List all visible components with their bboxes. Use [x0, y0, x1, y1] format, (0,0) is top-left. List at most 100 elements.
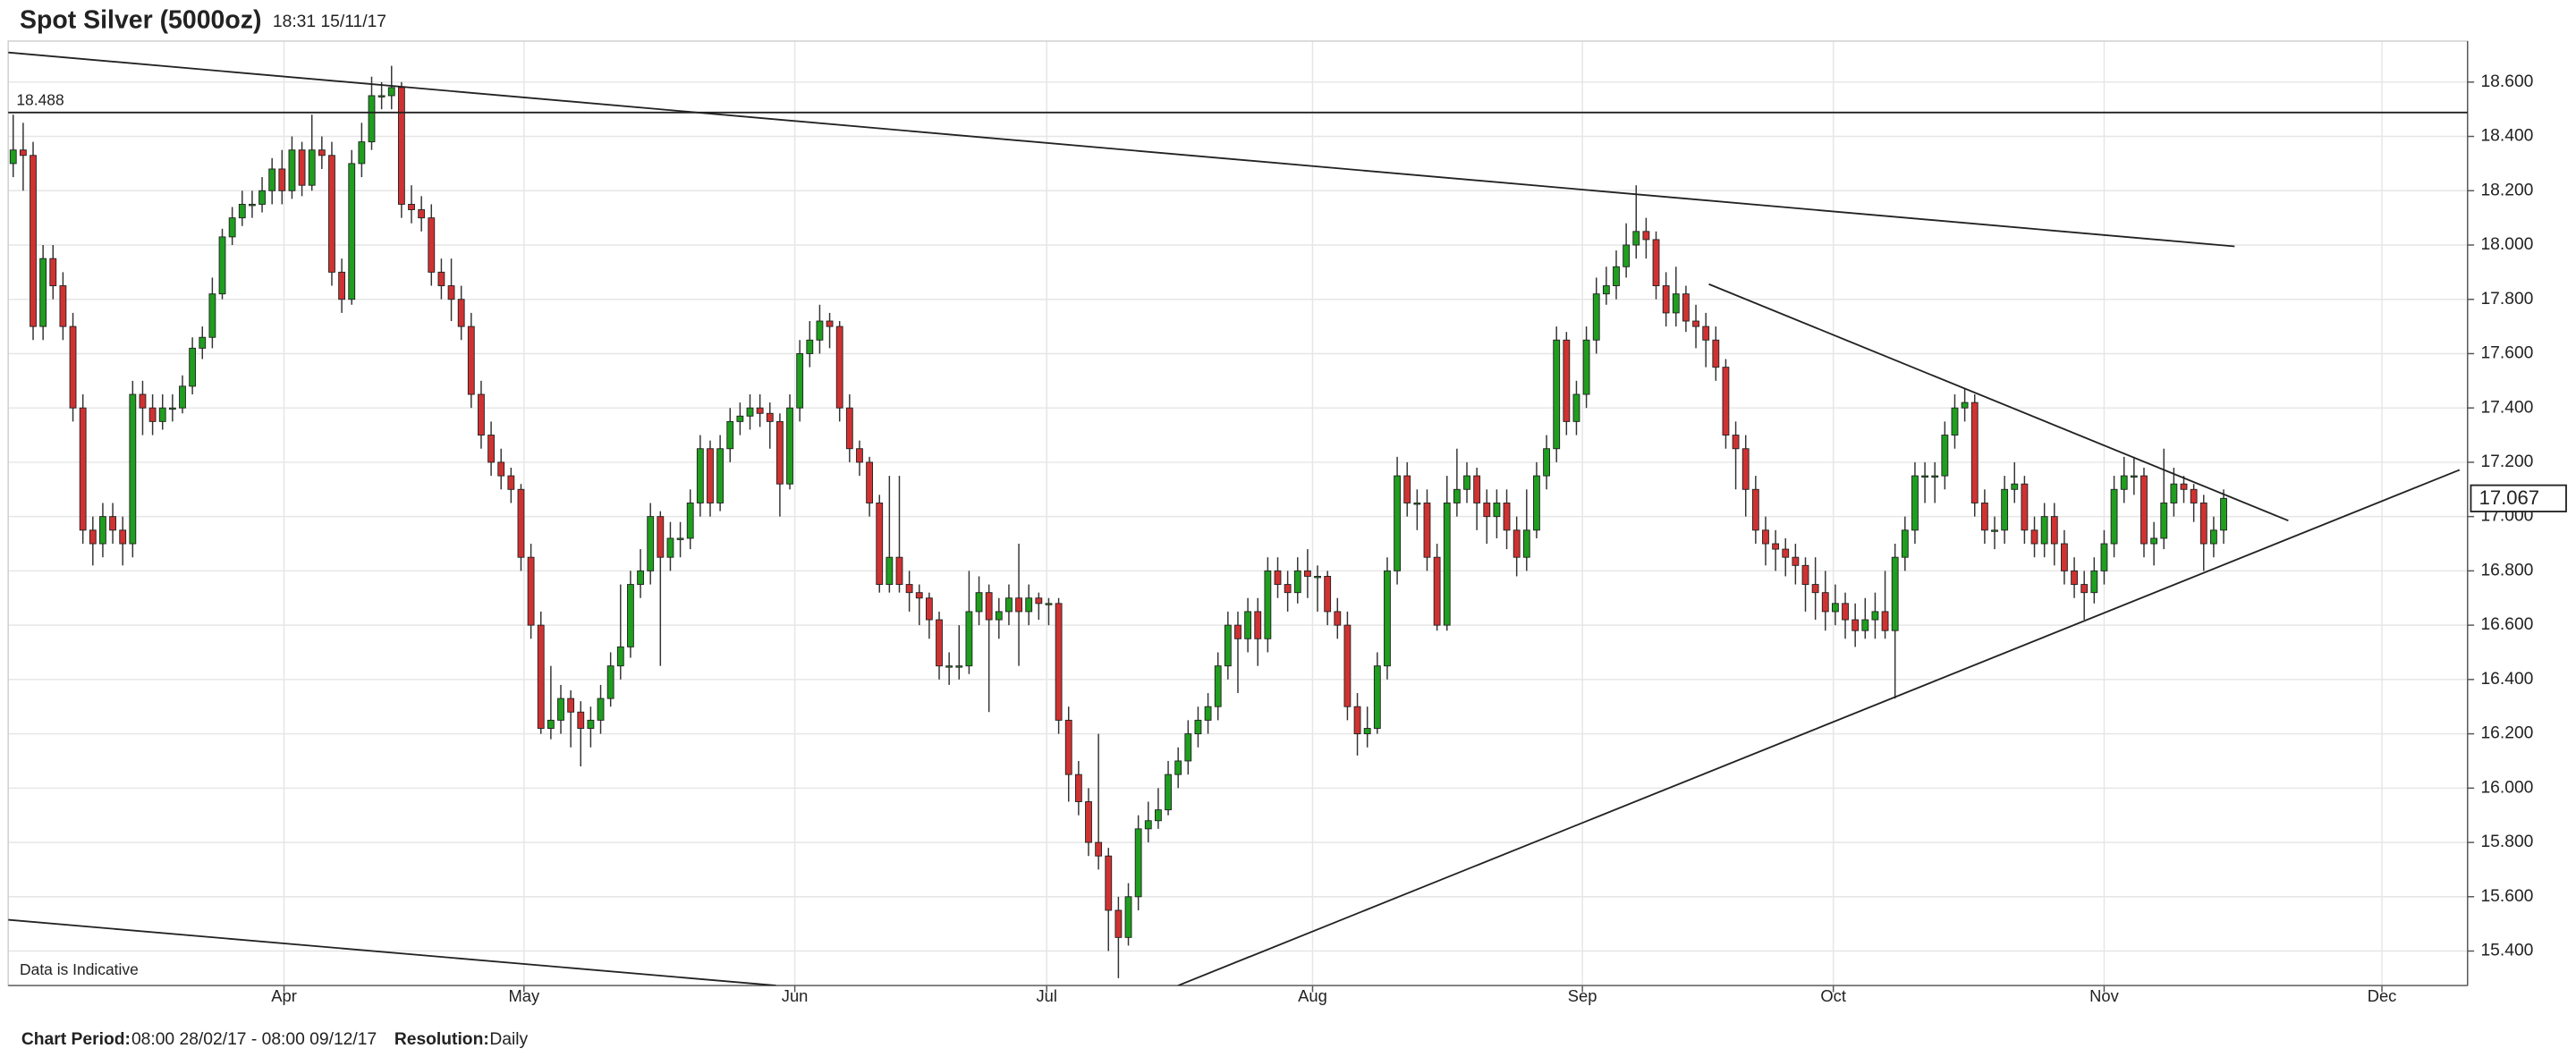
candle-body — [1741, 448, 1750, 490]
price-label: 17.067 — [2479, 486, 2539, 509]
trendline — [1708, 283, 2289, 522]
plot-area: 15.400 15.600 15.800 16.000 16.200 16.400 16.6… — [7, 40, 2533, 1005]
candle-body — [2170, 483, 2178, 503]
candle-body — [1941, 435, 1949, 477]
x-tick-label: Jul — [1037, 986, 1057, 1005]
candle-body — [696, 448, 704, 503]
candle-body — [775, 420, 784, 485]
candle-body — [1064, 719, 1072, 775]
candle-body — [1901, 529, 1909, 558]
candle-body — [2061, 543, 2068, 571]
candle-body — [158, 407, 166, 422]
candle-body — [1871, 611, 1879, 621]
candle-body — [1373, 665, 1381, 729]
candle-body — [2150, 537, 2158, 545]
candle-body — [1852, 619, 1860, 631]
candle-body — [1553, 339, 1561, 450]
candle-body — [318, 149, 326, 156]
y-tick-label: 18.600 — [2480, 72, 2533, 91]
candle-body — [2011, 483, 2019, 490]
candle-body — [2080, 584, 2089, 594]
candle-body — [676, 537, 684, 540]
candle-body — [657, 516, 665, 558]
candle-body — [1572, 393, 1580, 422]
candle-body — [955, 665, 963, 668]
candle-body — [1105, 855, 1113, 911]
candle-body — [856, 448, 863, 463]
candle-body — [1453, 488, 1461, 503]
candle-body — [1035, 597, 1043, 605]
candle-body — [1433, 556, 1441, 626]
candle-body — [1811, 584, 1819, 594]
candle-body — [1592, 293, 1600, 341]
candle-body — [358, 141, 366, 165]
candle-body — [189, 347, 197, 387]
candle-body — [1503, 503, 1511, 531]
candle-body — [1343, 624, 1352, 707]
candle-body — [1722, 367, 1730, 436]
candle-body — [1821, 592, 1829, 613]
candle-body — [249, 203, 256, 207]
candle-body — [148, 407, 157, 422]
candle-body — [1951, 407, 1959, 436]
candle-body — [1403, 475, 1411, 503]
candle-body — [1324, 575, 1332, 613]
candle-body — [2071, 570, 2078, 586]
candle-body — [627, 584, 634, 647]
candle-body — [19, 149, 27, 156]
candle-body — [2160, 503, 2168, 539]
candle-body — [179, 385, 186, 409]
candle-body — [9, 149, 17, 165]
candle-body — [1991, 529, 1998, 532]
x-tick-label: Nov — [2089, 986, 2119, 1005]
x-tick-label: Jun — [782, 986, 809, 1005]
candle-body — [478, 393, 485, 436]
price-box — [2470, 484, 2567, 512]
candle-body — [368, 95, 376, 143]
candle-body — [597, 698, 605, 721]
y-tick-label: 16.800 — [2480, 561, 2533, 579]
candle-body — [925, 597, 933, 621]
candle-body — [557, 698, 564, 721]
candle-body — [457, 299, 465, 327]
candle-body — [119, 529, 127, 545]
candle-body — [1751, 488, 1759, 531]
candle-body — [547, 719, 555, 729]
candle-body — [895, 556, 903, 586]
candle-body — [517, 488, 525, 558]
y-tick-label: 18.000 — [2480, 235, 2533, 254]
candle-body — [258, 190, 266, 205]
candle-body — [1194, 719, 1202, 735]
candle-body — [487, 435, 495, 463]
candle-body — [397, 87, 405, 205]
y-tick-label: 17.200 — [2480, 452, 2533, 471]
candle-body — [736, 415, 744, 422]
candle-body — [1513, 529, 1521, 558]
candle-body — [1652, 239, 1660, 287]
y-tick-label: 15.600 — [2480, 887, 2533, 906]
candle-body — [79, 407, 87, 531]
y-tick-label: 17.600 — [2480, 344, 2533, 363]
y-tick-label: 17.800 — [2480, 290, 2533, 309]
candle-body — [387, 87, 395, 97]
candle-body — [69, 326, 77, 409]
candle-body — [1970, 402, 1979, 503]
candle-body — [1085, 801, 1092, 843]
candle-body — [497, 461, 505, 477]
candle-body — [816, 320, 824, 341]
candle-body — [866, 461, 874, 503]
x-tick-label: Apr — [271, 986, 297, 1005]
candle-body — [587, 719, 595, 729]
candle-body — [1045, 603, 1053, 605]
candle-body — [129, 393, 137, 545]
candle-body — [1214, 665, 1222, 707]
x-tick-label: Aug — [1298, 986, 1327, 1005]
candle-body — [1015, 597, 1022, 613]
candle-body — [2180, 483, 2188, 490]
candle-body — [467, 326, 475, 395]
candle-body — [1831, 603, 1839, 613]
candle-body — [49, 258, 57, 287]
candle-body — [447, 285, 455, 300]
candle-body — [139, 393, 147, 409]
x-tick-label: Dec — [2368, 986, 2397, 1005]
